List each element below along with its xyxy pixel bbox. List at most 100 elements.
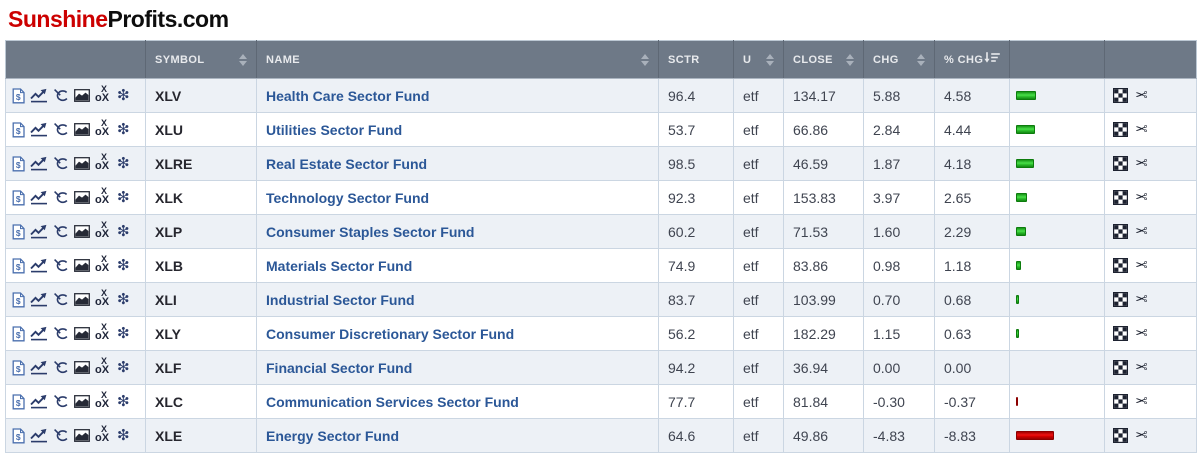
candleglance-grid-icon[interactable] — [1113, 428, 1128, 443]
scissors-icon[interactable]: ✂︎ — [1135, 222, 1148, 240]
area-chart-icon[interactable] — [74, 293, 90, 306]
sort-icon[interactable] — [766, 53, 774, 66]
sharpchart-line-icon[interactable] — [30, 122, 48, 137]
scissors-icon[interactable]: ✂︎ — [1135, 392, 1148, 410]
annotate-lasso-icon[interactable] — [53, 156, 69, 171]
fund-name-link[interactable]: Financial Sector Fund — [266, 359, 413, 376]
scissors-icon[interactable]: ✂︎ — [1135, 154, 1148, 172]
scissors-icon[interactable]: ✂︎ — [1135, 256, 1148, 274]
area-chart-icon[interactable] — [74, 361, 90, 374]
sharpchart-line-icon[interactable] — [30, 88, 48, 103]
scissors-icon[interactable]: ✂︎ — [1135, 358, 1148, 376]
candleglance-grid-icon[interactable] — [1113, 122, 1128, 137]
annotate-lasso-icon[interactable] — [53, 394, 69, 409]
candleglance-grid-icon[interactable] — [1113, 360, 1128, 375]
scissors-icon[interactable]: ✂︎ — [1135, 426, 1148, 444]
snowflake-icon[interactable]: ❇︎ — [117, 358, 130, 376]
sharpchart-line-icon[interactable] — [30, 326, 48, 341]
summary-doc-dollar-icon[interactable]: $ — [12, 223, 25, 240]
annotate-lasso-icon[interactable] — [53, 258, 69, 273]
snowflake-icon[interactable]: ❇︎ — [117, 290, 130, 308]
candleglance-grid-icon[interactable] — [1113, 326, 1128, 341]
sharpchart-line-icon[interactable] — [30, 360, 48, 375]
snowflake-icon[interactable]: ❇︎ — [117, 324, 130, 342]
sort-icon[interactable] — [846, 53, 854, 66]
summary-doc-dollar-icon[interactable]: $ — [12, 359, 25, 376]
fund-name-link[interactable]: Industrial Sector Fund — [266, 291, 415, 308]
scissors-icon[interactable]: ✂︎ — [1135, 120, 1148, 138]
header-chg[interactable]: CHG — [863, 40, 935, 79]
summary-doc-dollar-icon[interactable]: $ — [12, 393, 25, 410]
summary-doc-dollar-icon[interactable]: $ — [12, 155, 25, 172]
area-chart-icon[interactable] — [74, 89, 90, 102]
candleglance-grid-icon[interactable] — [1113, 156, 1128, 171]
summary-doc-dollar-icon[interactable]: $ — [12, 427, 25, 444]
header-symbol[interactable]: SYMBOL — [145, 40, 257, 79]
snowflake-icon[interactable]: ❇︎ — [117, 86, 130, 104]
candleglance-grid-icon[interactable] — [1113, 224, 1128, 239]
annotate-lasso-icon[interactable] — [53, 88, 69, 103]
annotate-lasso-icon[interactable] — [53, 326, 69, 341]
annotate-lasso-icon[interactable] — [53, 190, 69, 205]
sort-icon[interactable] — [917, 53, 925, 66]
summary-doc-dollar-icon[interactable]: $ — [12, 325, 25, 342]
sort-icon[interactable] — [641, 53, 649, 66]
header-pct-chg[interactable]: % CHG — [934, 40, 1010, 79]
fund-name-link[interactable]: Technology Sector Fund — [266, 189, 430, 206]
area-chart-icon[interactable] — [74, 327, 90, 340]
snowflake-icon[interactable]: ❇︎ — [117, 188, 130, 206]
candleglance-grid-icon[interactable] — [1113, 190, 1128, 205]
fund-name-link[interactable]: Consumer Staples Sector Fund — [266, 223, 475, 240]
summary-doc-dollar-icon[interactable]: $ — [12, 257, 25, 274]
area-chart-icon[interactable] — [74, 259, 90, 272]
snowflake-icon[interactable]: ❇︎ — [117, 222, 130, 240]
fund-name-link[interactable]: Health Care Sector Fund — [266, 87, 430, 104]
scissors-icon[interactable]: ✂︎ — [1135, 324, 1148, 342]
sharpchart-line-icon[interactable] — [30, 156, 48, 171]
fund-name-link[interactable]: Materials Sector Fund — [266, 257, 413, 274]
candleglance-grid-icon[interactable] — [1113, 394, 1128, 409]
snowflake-icon[interactable]: ❇︎ — [117, 426, 130, 444]
sharpchart-line-icon[interactable] — [30, 190, 48, 205]
snowflake-icon[interactable]: ❇︎ — [117, 256, 130, 274]
sharpchart-line-icon[interactable] — [30, 292, 48, 307]
sharpchart-line-icon[interactable] — [30, 258, 48, 273]
snowflake-icon[interactable]: ❇︎ — [117, 392, 130, 410]
scissors-icon[interactable]: ✂︎ — [1135, 86, 1148, 104]
annotate-lasso-icon[interactable] — [53, 122, 69, 137]
area-chart-icon[interactable] — [74, 225, 90, 238]
annotate-lasso-icon[interactable] — [53, 292, 69, 307]
sharpchart-line-icon[interactable] — [30, 224, 48, 239]
fund-name-link[interactable]: Utilities Sector Fund — [266, 121, 403, 138]
sort-desc-active-icon[interactable] — [984, 52, 1000, 67]
fund-name-link[interactable]: Energy Sector Fund — [266, 427, 400, 444]
summary-doc-dollar-icon[interactable]: $ — [12, 121, 25, 138]
fund-name-link[interactable]: Consumer Discretionary Sector Fund — [266, 325, 515, 342]
candleglance-grid-icon[interactable] — [1113, 292, 1128, 307]
area-chart-icon[interactable] — [74, 157, 90, 170]
candleglance-grid-icon[interactable] — [1113, 88, 1128, 103]
header-close[interactable]: CLOSE — [783, 40, 864, 79]
fund-name-link[interactable]: Communication Services Sector Fund — [266, 393, 519, 410]
annotate-lasso-icon[interactable] — [53, 360, 69, 375]
area-chart-icon[interactable] — [74, 191, 90, 204]
sharpchart-line-icon[interactable] — [30, 428, 48, 443]
summary-doc-dollar-icon[interactable]: $ — [12, 189, 25, 206]
fund-name-link[interactable]: Real Estate Sector Fund — [266, 155, 428, 172]
scissors-icon[interactable]: ✂︎ — [1135, 290, 1148, 308]
snowflake-icon[interactable]: ❇︎ — [117, 120, 130, 138]
scissors-icon[interactable]: ✂︎ — [1135, 188, 1148, 206]
snowflake-icon[interactable]: ❇︎ — [117, 154, 130, 172]
header-name[interactable]: NAME — [256, 40, 659, 79]
header-sctr[interactable]: SCTR — [658, 40, 734, 79]
